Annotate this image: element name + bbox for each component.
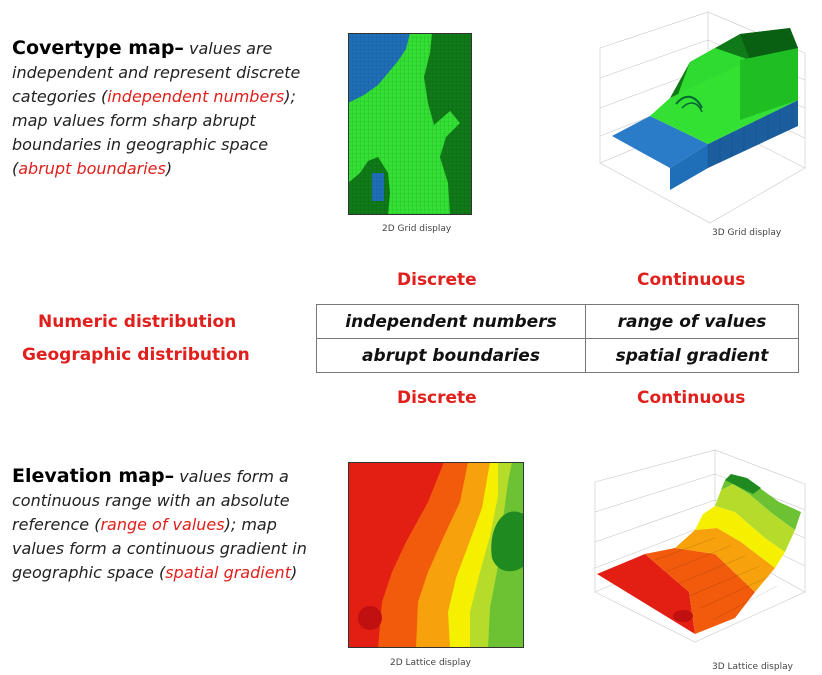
comparison-table: independent numbers range of values abru… <box>316 304 799 373</box>
elevation-2d-lattice-map <box>348 462 524 648</box>
elevation-red-2: spatial gradient <box>165 563 291 582</box>
elevation-description: Elevation map– values form a continuous … <box>12 464 312 585</box>
elevation-red-1: range of values <box>100 515 225 534</box>
covertype-title: Covertype map– <box>12 37 184 59</box>
covertype-3d-grid-map <box>599 11 806 224</box>
table-bottom-right-header: Continuous <box>637 388 746 408</box>
cell-abrupt-boundaries: abrupt boundaries <box>316 338 586 373</box>
table-row: abrupt boundaries spatial gradient <box>316 338 799 373</box>
covertype-2d-grid-map <box>348 33 472 215</box>
covertype-text-3: ) <box>165 159 173 178</box>
caption-3d-lattice: 3D Lattice display <box>712 662 793 672</box>
table-bottom-left-header: Discrete <box>397 388 477 408</box>
covertype-red-1: independent numbers <box>107 87 285 106</box>
elevation-text-3: ) <box>290 563 298 582</box>
cell-spatial-gradient: spatial gradient <box>585 338 799 373</box>
elevation-text-2: ); map values form a continuous gradient… <box>12 515 307 582</box>
cell-range-of-values: range of values <box>585 304 799 339</box>
elevation-title: Elevation map– <box>12 465 175 487</box>
caption-2d-grid: 2D Grid display <box>382 224 452 234</box>
covertype-text-1: values are independent and represent dis… <box>12 39 301 106</box>
cell-independent-numbers: independent numbers <box>316 304 586 339</box>
table-top-right-header: Continuous <box>637 270 746 290</box>
caption-2d-lattice: 2D Lattice display <box>390 658 471 668</box>
row-label-numeric: Numeric distribution <box>38 312 237 332</box>
elevation-3d-lattice-map <box>594 449 806 643</box>
caption-3d-grid: 3D Grid display <box>712 228 782 238</box>
covertype-text-2: ); map values form sharp abrupt boundari… <box>12 87 296 178</box>
table-row: independent numbers range of values <box>316 304 799 339</box>
covertype-red-2: abrupt boundaries <box>18 159 166 178</box>
table-top-left-header: Discrete <box>397 270 477 290</box>
row-label-geographic: Geographic distribution <box>22 345 250 365</box>
elevation-text-1: values form a continuous range with an a… <box>12 467 290 534</box>
covertype-description: Covertype map– values are independent an… <box>12 36 312 181</box>
